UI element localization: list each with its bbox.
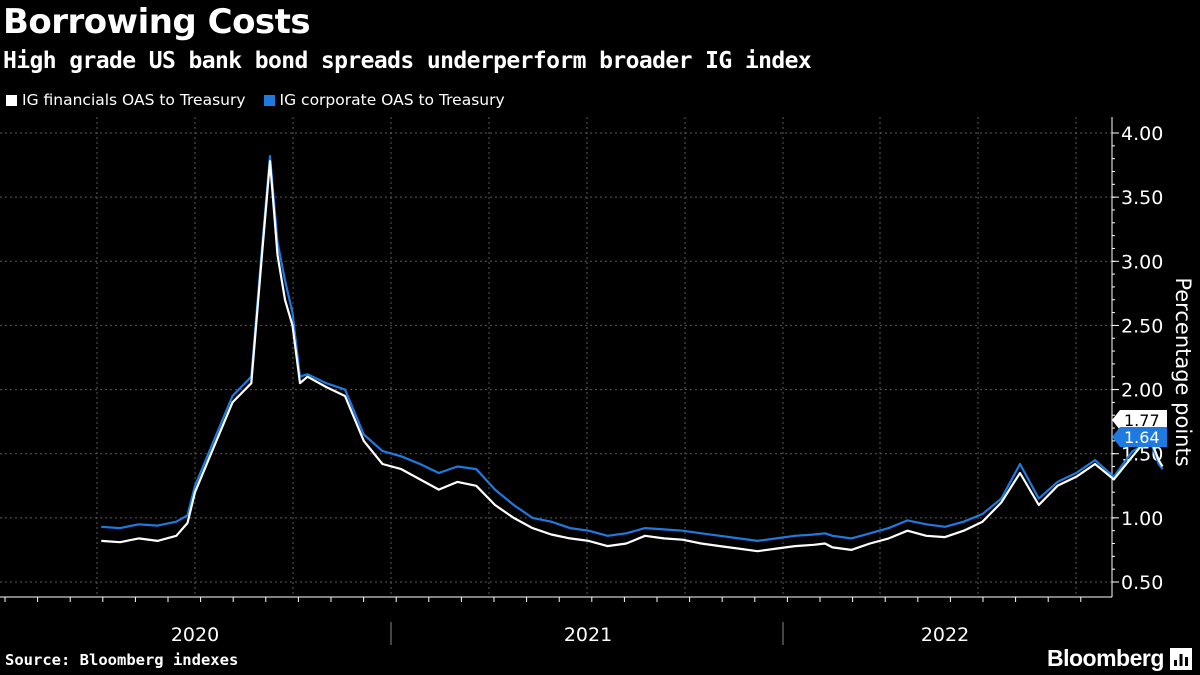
end-label-financials-text: 1.77 <box>1124 411 1160 430</box>
legend-swatch-financials <box>6 94 17 106</box>
legend: IG financials OAS to Treasury IG corpora… <box>6 91 523 109</box>
y-tick-label-0: 0.50 <box>1121 572 1163 594</box>
y-tick-label-1: 1.00 <box>1121 508 1163 530</box>
legend-item-corporate: IG corporate OAS to Treasury <box>263 91 505 109</box>
end-label-financials: 1.77 <box>1112 410 1167 430</box>
legend-swatch-corporate <box>263 94 275 106</box>
x-tick-label-2: 2022 <box>921 624 969 646</box>
y-axis-title: Percentage points <box>1171 277 1195 466</box>
y-tick-label-4: 2.50 <box>1121 315 1163 337</box>
chart-subtitle: High grade US bank bond spreads underper… <box>3 48 812 74</box>
legend-label-financials: IG financials OAS to Treasury <box>22 91 246 109</box>
bloomberg-logo: Bloomberg <box>1047 645 1192 672</box>
source-note: Source: Bloomberg indexes <box>5 651 239 669</box>
bloomberg-mark-icon <box>1169 647 1192 670</box>
series-line-corporate <box>101 155 1164 542</box>
y-tick-label-7: 4.00 <box>1121 123 1163 145</box>
end-label-corporate-box <box>1112 427 1167 447</box>
x-tick-label-0: 2020 <box>171 624 219 646</box>
legend-label-corporate: IG corporate OAS to Treasury <box>279 91 505 109</box>
brand-text: Bloomberg <box>1047 645 1164 671</box>
end-label-corporate: 1.64 <box>1112 427 1167 447</box>
end-label-corporate-text: 1.64 <box>1124 428 1160 447</box>
y-tick-label-3: 2.00 <box>1121 380 1163 402</box>
y-tick-label-6: 3.50 <box>1121 187 1163 209</box>
end-label-financials-box <box>1112 410 1167 430</box>
chart-title: Borrowing Costs <box>3 2 311 42</box>
y-tick-label-5: 3.00 <box>1121 251 1163 273</box>
legend-item-financials: IG financials OAS to Treasury <box>6 91 246 109</box>
x-tick-label-1: 2021 <box>564 624 612 646</box>
series-line-financials <box>101 160 1164 553</box>
